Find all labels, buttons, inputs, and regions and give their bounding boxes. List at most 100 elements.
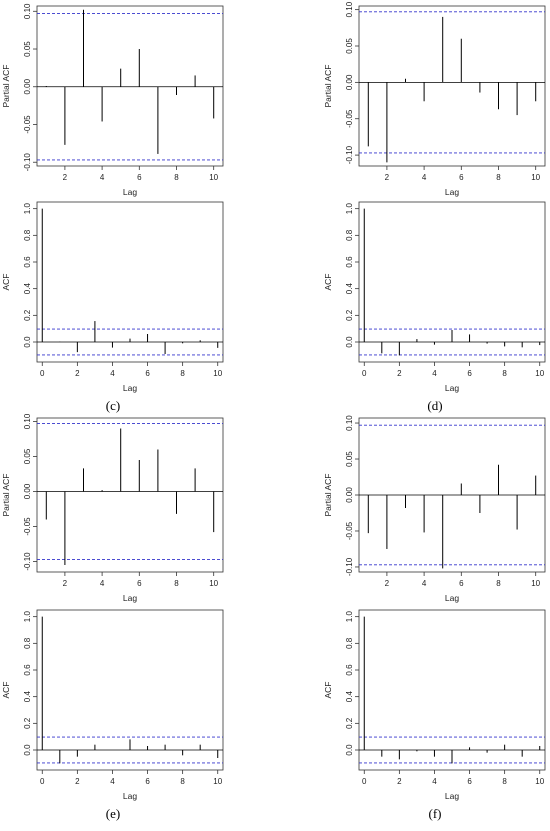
y-tick-label: 0.00 bbox=[23, 78, 32, 94]
x-tick-label: 8 bbox=[180, 777, 185, 786]
y-tick-label: -0.05 bbox=[23, 115, 32, 134]
y-tick-label: 1.0 bbox=[345, 611, 354, 623]
x-tick-label: 0 bbox=[362, 777, 367, 786]
y-tick-label: -0.10 bbox=[23, 552, 32, 571]
y-tick-label: -0.05 bbox=[23, 517, 32, 536]
y-tick-label: 0.00 bbox=[345, 74, 354, 90]
plot-frame bbox=[36, 201, 224, 363]
y-tick-label: 0.2 bbox=[23, 717, 32, 729]
x-tick-label: 8 bbox=[174, 173, 179, 182]
plot-frame bbox=[358, 201, 546, 363]
y-axis-label: Partial ACF bbox=[1, 474, 11, 517]
y-axis-label: ACF bbox=[1, 682, 11, 699]
y-tick-label: 0.8 bbox=[23, 229, 32, 241]
y-tick-label: 1.0 bbox=[23, 203, 32, 215]
y-tick-label: 1.0 bbox=[23, 611, 32, 623]
panel-4: 0 2 4 6 8 10 0.0 0.2 0.4 0.6 0.8 1.0 Lag ACF bbox=[323, 201, 546, 393]
x-tick-label: 0 bbox=[362, 369, 367, 378]
y-tick-label: 0.2 bbox=[23, 309, 32, 321]
y-tick-label: 0.10 bbox=[345, 1, 354, 17]
panel-8: 0 2 4 6 8 10 0.0 0.2 0.4 0.6 0.8 1.0 Lag ACF bbox=[323, 609, 546, 801]
y-tick-label: 0.4 bbox=[23, 283, 32, 295]
y-tick-label: 0.05 bbox=[345, 451, 354, 467]
y-tick-label: 0.6 bbox=[345, 664, 354, 676]
y-tick-label: 0.0 bbox=[23, 744, 32, 756]
x-axis-label: Lag bbox=[123, 593, 137, 603]
panel-7: 0 2 4 6 8 10 0.0 0.2 0.4 0.6 0.8 1.0 Lag ACF bbox=[1, 609, 224, 801]
y-tick-label: 0.6 bbox=[345, 256, 354, 268]
plot-frame bbox=[358, 5, 546, 167]
y-axis-label: Partial ACF bbox=[323, 65, 333, 108]
y-axis-label: Partial ACF bbox=[1, 65, 11, 108]
x-axis-label: Lag bbox=[445, 593, 459, 603]
x-tick-label: 4 bbox=[422, 579, 427, 588]
x-tick-label: 10 bbox=[209, 173, 218, 182]
x-tick-label: 6 bbox=[145, 369, 150, 378]
x-tick-label: 0 bbox=[40, 777, 45, 786]
caption-d: (d) bbox=[427, 398, 443, 413]
x-tick-label: 4 bbox=[110, 369, 115, 378]
x-tick-label: 4 bbox=[100, 173, 105, 182]
x-tick-label: 0 bbox=[40, 369, 45, 378]
x-tick-label: 6 bbox=[137, 173, 142, 182]
x-tick-label: 2 bbox=[385, 173, 390, 182]
x-tick-label: 8 bbox=[180, 369, 185, 378]
plot-frame bbox=[36, 609, 224, 771]
x-axis-label: Lag bbox=[445, 791, 459, 801]
y-tick-label: 0.6 bbox=[23, 664, 32, 676]
y-tick-label: 1.0 bbox=[345, 203, 354, 215]
x-tick-label: 8 bbox=[502, 369, 507, 378]
y-tick-label: 0.2 bbox=[345, 717, 354, 729]
x-tick-label: 10 bbox=[531, 579, 540, 588]
x-tick-label: 4 bbox=[432, 777, 437, 786]
y-tick-label: 0.6 bbox=[23, 256, 32, 268]
x-tick-label: 6 bbox=[459, 579, 464, 588]
y-tick-label: 0.00 bbox=[345, 487, 354, 503]
y-tick-label: -0.10 bbox=[23, 153, 32, 172]
x-tick-label: 6 bbox=[145, 777, 150, 786]
plot-frame bbox=[36, 417, 224, 573]
x-tick-label: 4 bbox=[432, 369, 437, 378]
x-axis-label: Lag bbox=[123, 791, 137, 801]
x-tick-label: 4 bbox=[110, 777, 115, 786]
x-tick-label: 10 bbox=[213, 777, 222, 786]
panel-3: 0 2 4 6 8 10 0.0 0.2 0.4 0.6 0.8 1.0 Lag ACF bbox=[1, 201, 224, 393]
panel-1: 2 4 6 8 10 -0.10 -0.05 0.00 0.05 0.10 Lag Partial A… bbox=[1, 3, 224, 197]
plot-frame bbox=[36, 5, 224, 167]
y-tick-label: 0.10 bbox=[23, 3, 32, 19]
x-axis-label: Lag bbox=[445, 187, 459, 197]
caption-f: (f) bbox=[428, 806, 442, 821]
x-tick-label: 8 bbox=[496, 173, 501, 182]
x-tick-label: 2 bbox=[63, 579, 68, 588]
y-tick-label: -0.10 bbox=[345, 145, 354, 164]
y-tick-label: -0.05 bbox=[345, 109, 354, 128]
x-tick-label: 8 bbox=[502, 777, 507, 786]
y-tick-label: 0.0 bbox=[23, 336, 32, 348]
y-axis-label: ACF bbox=[323, 274, 333, 291]
caption-e: (e) bbox=[105, 806, 121, 821]
y-tick-label: -0.05 bbox=[345, 521, 354, 540]
y-tick-label: 0.05 bbox=[345, 38, 354, 54]
x-tick-label: 4 bbox=[422, 173, 427, 182]
y-tick-label: 0.4 bbox=[345, 691, 354, 703]
x-tick-label: 10 bbox=[531, 173, 540, 182]
x-tick-label: 2 bbox=[385, 579, 390, 588]
y-tick-label: 0.10 bbox=[23, 413, 32, 429]
x-tick-label: 10 bbox=[535, 369, 544, 378]
plot-frame bbox=[358, 609, 546, 771]
x-tick-label: 6 bbox=[467, 777, 472, 786]
y-tick-label: 0.8 bbox=[23, 637, 32, 649]
y-tick-label: 0.05 bbox=[23, 448, 32, 464]
x-tick-label: 10 bbox=[209, 579, 218, 588]
y-tick-label: 0.0 bbox=[345, 744, 354, 756]
x-axis-label: Lag bbox=[445, 383, 459, 393]
x-tick-label: 8 bbox=[496, 579, 501, 588]
panel-2: 2 4 6 8 10 -0.10 -0.05 0.00 0.05 0.10 Lag Partial A… bbox=[323, 1, 546, 197]
x-tick-label: 2 bbox=[63, 173, 68, 182]
y-tick-label: 0.4 bbox=[345, 283, 354, 295]
x-tick-label: 6 bbox=[459, 173, 464, 182]
panel-5: 2 4 6 8 10 -0.10 -0.05 0.00 0.05 0.10 Lag Partial A… bbox=[1, 413, 224, 603]
x-tick-label: 10 bbox=[535, 777, 544, 786]
